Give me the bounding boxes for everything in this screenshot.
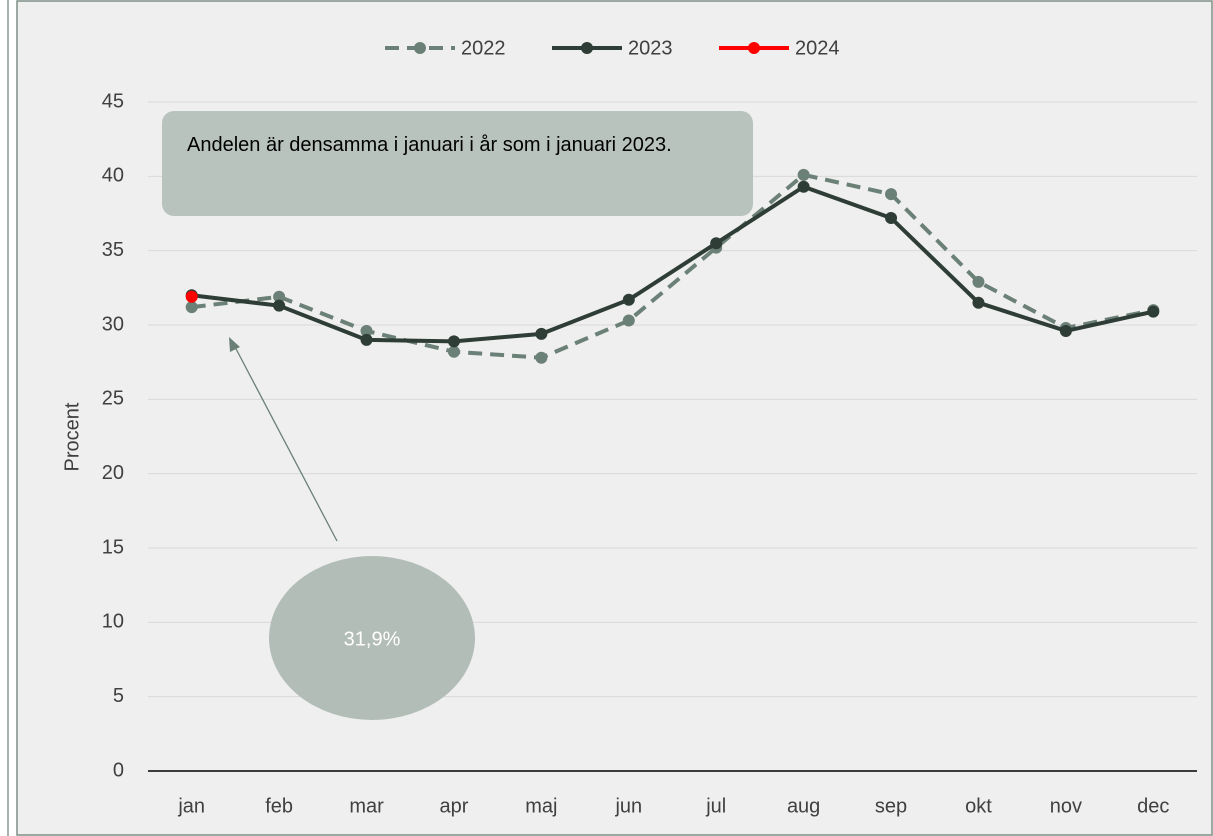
point-marker: [360, 324, 373, 337]
point-marker: [797, 168, 810, 181]
y-tick-label: 25: [102, 388, 124, 410]
y-tick-label: 40: [102, 165, 124, 187]
y-tick-label: 45: [102, 90, 124, 112]
x-tick-label: nov: [1050, 795, 1082, 817]
legend-marker: [414, 42, 426, 54]
x-tick-label: aug: [787, 795, 820, 817]
point-marker: [885, 188, 898, 201]
y-tick-label: 20: [102, 462, 124, 484]
y-tick-label: 5: [113, 685, 124, 707]
point-marker: [710, 237, 723, 250]
point-marker: [972, 296, 985, 309]
point-marker: [885, 211, 898, 224]
point-marker: [447, 335, 460, 348]
legend-marker: [748, 42, 760, 54]
x-tick-label: okt: [965, 795, 992, 817]
x-tick-label: mar: [349, 795, 384, 817]
x-tick-label: sep: [875, 795, 907, 817]
point-marker: [797, 180, 810, 193]
x-tick-label: dec: [1137, 795, 1169, 817]
y-tick-label: 15: [102, 536, 124, 558]
callout-arrowhead: [229, 337, 240, 352]
point-marker: [535, 327, 548, 340]
callout-bubble: [269, 556, 475, 720]
point-marker: [622, 314, 635, 327]
point-marker: [972, 275, 985, 288]
point-marker: [185, 290, 198, 303]
point-marker: [273, 290, 286, 303]
point-marker: [360, 333, 373, 346]
series-line: [191, 172, 1154, 360]
x-tick-label: feb: [265, 795, 293, 817]
y-tick-label: 0: [113, 759, 124, 781]
y-tick-label: 35: [102, 239, 124, 261]
y-axis-title: Procent: [61, 402, 83, 471]
y-tick-label: 30: [102, 313, 124, 335]
point-marker: [1147, 305, 1160, 318]
annotation-box: [162, 111, 753, 216]
x-tick-label: apr: [440, 795, 469, 817]
x-tick-label: maj: [525, 795, 557, 817]
x-tick-label: jan: [177, 795, 205, 817]
point-marker: [535, 351, 548, 364]
series-line: [191, 184, 1154, 344]
legend-label: 2023: [628, 37, 673, 59]
callout-text: 31,9%: [344, 628, 401, 650]
y-tick-label: 10: [102, 611, 124, 633]
legend-label: 2022: [461, 37, 506, 59]
point-marker: [447, 345, 460, 358]
callout-arrow: [233, 344, 338, 542]
x-tick-label: jun: [614, 795, 642, 817]
legend-label: 2024: [795, 37, 840, 59]
x-tick-label: jul: [705, 795, 726, 817]
point-marker: [185, 301, 198, 314]
point-marker: [1059, 324, 1072, 337]
legend-marker: [581, 42, 593, 54]
point-marker: [622, 293, 635, 306]
annotation-wrap: Andelen är densamma i januari i år som i…: [187, 134, 672, 156]
annotation-text: Andelen är densamma i januari i år som i…: [187, 134, 672, 156]
point-marker: [273, 299, 286, 312]
